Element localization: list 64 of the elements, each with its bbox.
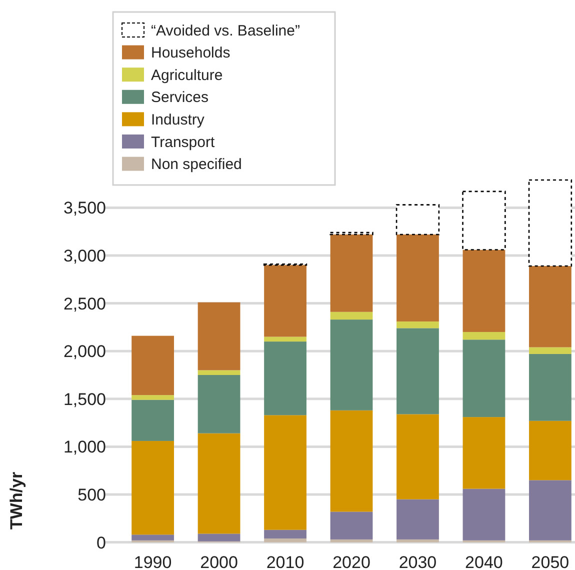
bar <box>528 179 572 267</box>
y-tick-label: 0 <box>96 533 106 552</box>
x-tick-label: 1990 <box>134 553 172 570</box>
bar <box>330 512 373 540</box>
bar <box>396 499 439 540</box>
bar <box>264 538 306 542</box>
bar <box>264 336 306 342</box>
legend-label: Agriculture <box>151 66 223 84</box>
x-tick-label: 2030 <box>398 553 437 570</box>
bar <box>462 332 506 340</box>
bar <box>396 321 439 328</box>
y-axis-title: TWh/yr <box>7 471 26 530</box>
bar <box>264 415 306 530</box>
bar <box>132 440 174 535</box>
bar <box>198 302 240 370</box>
y-tick-label: 2,000 <box>63 342 106 362</box>
bar <box>132 534 174 540</box>
y-tick-label: 1,000 <box>63 438 106 457</box>
y-tick-label: 3,000 <box>63 246 106 266</box>
bar <box>462 488 506 540</box>
bar <box>132 400 174 441</box>
bar <box>462 250 506 332</box>
bar <box>330 234 373 312</box>
bar <box>132 395 174 400</box>
legend-label: Non specified <box>151 156 242 174</box>
bar <box>529 420 572 480</box>
x-tick-label: 2040 <box>465 553 503 570</box>
bar <box>330 320 373 410</box>
bar <box>462 417 506 489</box>
bar <box>330 539 373 542</box>
y-tick-label: 500 <box>78 485 106 504</box>
bar <box>198 433 240 534</box>
legend-label: Households <box>151 44 230 62</box>
bar <box>198 534 240 542</box>
bar <box>396 328 439 414</box>
bar <box>264 530 306 538</box>
bar <box>198 370 240 375</box>
bar <box>198 375 240 434</box>
bar <box>529 354 572 421</box>
y-tick-label: 2,500 <box>63 294 106 314</box>
bar <box>396 414 439 500</box>
bar <box>264 265 306 337</box>
legend-label: Transport <box>151 134 216 151</box>
legend-label: Industry <box>151 111 205 128</box>
bar <box>462 340 506 418</box>
bar <box>529 480 572 540</box>
bar <box>396 234 439 322</box>
x-tick-label: 2000 <box>200 553 238 570</box>
x-tick-label: 2050 <box>531 553 570 570</box>
bar <box>330 312 373 320</box>
bar <box>462 190 506 250</box>
y-tick-label: 3,500 <box>63 198 106 218</box>
x-tick-label: 2010 <box>266 553 304 570</box>
bar <box>330 410 373 512</box>
bar <box>529 347 572 354</box>
bar <box>132 336 174 396</box>
bar <box>264 342 306 416</box>
legend-label: “Avoided vs. Baseline” <box>151 22 300 40</box>
y-tick-label: 1,500 <box>63 390 106 409</box>
bar <box>396 539 439 542</box>
legend-label: Services <box>151 89 209 106</box>
bar <box>396 204 440 236</box>
x-tick-label: 2020 <box>332 553 370 570</box>
bar <box>529 266 572 348</box>
